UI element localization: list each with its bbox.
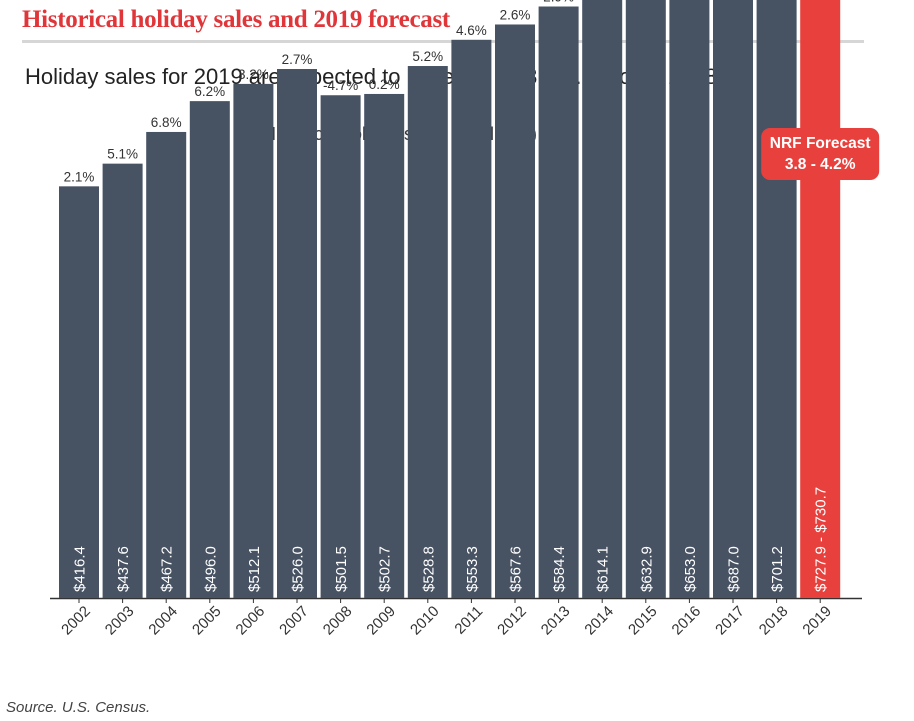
growth-label-2013: 2.9%: [543, 0, 574, 4]
growth-label-2005: 6.2%: [194, 84, 225, 99]
x-tick-label-2015: 2015: [625, 603, 661, 639]
x-tick-label-2018: 2018: [756, 603, 792, 639]
x-tick-label-2012: 2012: [494, 603, 530, 639]
x-tick-label-2005: 2005: [189, 603, 225, 639]
value-label-2012: $567.6: [508, 546, 525, 592]
bar-2006: [233, 83, 274, 598]
bar-2012: [495, 24, 535, 599]
growth-label-2003: 5.1%: [107, 147, 138, 162]
bar-2008: [320, 95, 361, 598]
value-label-2004: $467.2: [159, 546, 176, 592]
value-label-2014: $614.1: [595, 546, 612, 592]
x-tick-label-2016: 2016: [669, 603, 705, 639]
bar-2005: [189, 101, 230, 598]
value-label-2016: $653.0: [682, 546, 699, 592]
bar-2015: [625, 0, 666, 598]
forecast-callout-line-1: NRF Forecast: [770, 135, 871, 152]
x-tick-label-2019: 2019: [799, 603, 835, 639]
bar-2007: [277, 69, 317, 599]
value-label-2018: $701.2: [769, 546, 786, 592]
x-tick-label-2010: 2010: [407, 603, 443, 639]
growth-label-2010: 5.2%: [412, 49, 443, 64]
value-label-2007: $526.0: [290, 546, 307, 592]
x-tick-label-2002: 2002: [58, 603, 94, 639]
growth-label-2004: 6.8%: [151, 115, 182, 130]
growth-label-2007: 2.7%: [282, 52, 313, 67]
value-label-2015: $632.9: [638, 546, 655, 592]
bar-2016: [669, 0, 710, 599]
x-tick-label-2009: 2009: [363, 603, 399, 639]
bar-2002: [59, 186, 99, 598]
x-tick-label-2013: 2013: [538, 603, 574, 639]
growth-label-2012: 2.6%: [500, 7, 531, 22]
page-title: Historical holiday sales and 2019 foreca…: [22, 6, 450, 33]
growth-label-2008: -4.7%: [323, 78, 358, 93]
value-label-2005: $496.0: [202, 546, 219, 592]
x-tick-label-2014: 2014: [581, 603, 617, 639]
x-tick-label-2008: 2008: [320, 603, 356, 639]
forecast-callout: [761, 128, 880, 180]
x-tick-label-2017: 2017: [712, 603, 748, 639]
value-label-2008: $501.5: [333, 546, 350, 592]
bar-2003: [102, 163, 143, 598]
growth-label-2002: 2.1%: [64, 169, 95, 184]
value-label-2006: $512.1: [246, 546, 263, 592]
x-tick-label-2004: 2004: [145, 603, 181, 639]
value-label-2003: $437.6: [115, 546, 132, 592]
value-label-2002: $416.4: [72, 546, 89, 592]
source-note: Source. U.S. Census.: [6, 699, 151, 716]
x-tick-label-2011: 2011: [451, 603, 486, 638]
forecast-callout-line-2: 3.8 - 4.2%: [785, 156, 856, 173]
bar-2014: [582, 0, 623, 599]
bar-chart: $416.4 2.1% 2002 $437.6 5.1% 2003 $467.2 6.8% 20…: [50, 0, 880, 639]
bar-2004: [146, 131, 187, 598]
bar-2010: [407, 66, 448, 599]
bar-2011: [451, 39, 492, 598]
value-label-2010: $528.8: [420, 546, 437, 592]
x-tick-label-2006: 2006: [233, 603, 269, 639]
bar-2009: [364, 93, 405, 598]
growth-label-2006: 3.2%: [238, 67, 269, 82]
x-tick-label-2007: 2007: [276, 603, 312, 639]
value-label-2011: $553.3: [464, 546, 481, 592]
value-label-2019: $727.9 - $730.7: [813, 487, 830, 592]
x-tick-label-2003: 2003: [102, 603, 138, 639]
growth-label-2009: 0.2%: [369, 77, 400, 92]
bar-2017: [713, 0, 753, 598]
value-label-2017: $687.0: [726, 546, 743, 592]
value-label-2013: $584.4: [551, 546, 568, 592]
title-underline: [22, 40, 864, 43]
bar-2018: [756, 0, 797, 599]
bar-2013: [538, 6, 579, 598]
growth-label-2011: 4.6%: [456, 23, 487, 38]
value-label-2009: $502.7: [377, 546, 394, 592]
